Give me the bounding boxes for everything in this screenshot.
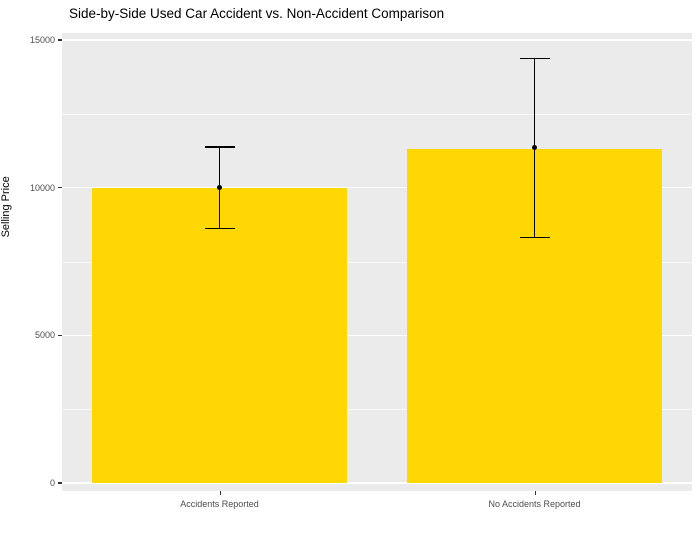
error-bar-mean-point bbox=[217, 185, 222, 191]
minor-gridline bbox=[62, 261, 692, 263]
x-tick-mark bbox=[219, 491, 221, 495]
major-gridline bbox=[62, 39, 692, 41]
x-tick-label: Accidents Reported bbox=[180, 499, 259, 509]
y-tick-label: 10000 bbox=[29, 182, 55, 193]
bar-accidents bbox=[92, 187, 347, 483]
y-tick-label: 0 bbox=[49, 478, 55, 488]
plot-panel bbox=[62, 33, 692, 491]
minor-gridline bbox=[62, 409, 692, 410]
error-bar-mean-point bbox=[532, 145, 537, 151]
chart-title: Side-by-Side Used Car Accident vs. Non-A… bbox=[69, 6, 445, 21]
error-bar-cap-bottom bbox=[519, 236, 550, 238]
error-bar-cap-bottom bbox=[204, 227, 235, 229]
y-tick-mark bbox=[58, 334, 62, 336]
y-tick-mark bbox=[58, 482, 62, 484]
y-tick-mark bbox=[58, 39, 62, 41]
x-tick-label: No Accidents Reported bbox=[488, 499, 581, 509]
major-gridline bbox=[62, 186, 692, 189]
major-gridline bbox=[62, 334, 692, 337]
error-bar-cap-top bbox=[519, 57, 550, 60]
y-tick-label: 5000 bbox=[34, 330, 55, 341]
major-gridline bbox=[62, 482, 692, 484]
x-tick-mark bbox=[534, 491, 536, 495]
minor-gridline bbox=[62, 113, 692, 115]
y-tick-mark bbox=[58, 187, 62, 189]
y-tick-label: 15000 bbox=[29, 35, 55, 45]
error-bar-cap-top bbox=[204, 146, 235, 148]
